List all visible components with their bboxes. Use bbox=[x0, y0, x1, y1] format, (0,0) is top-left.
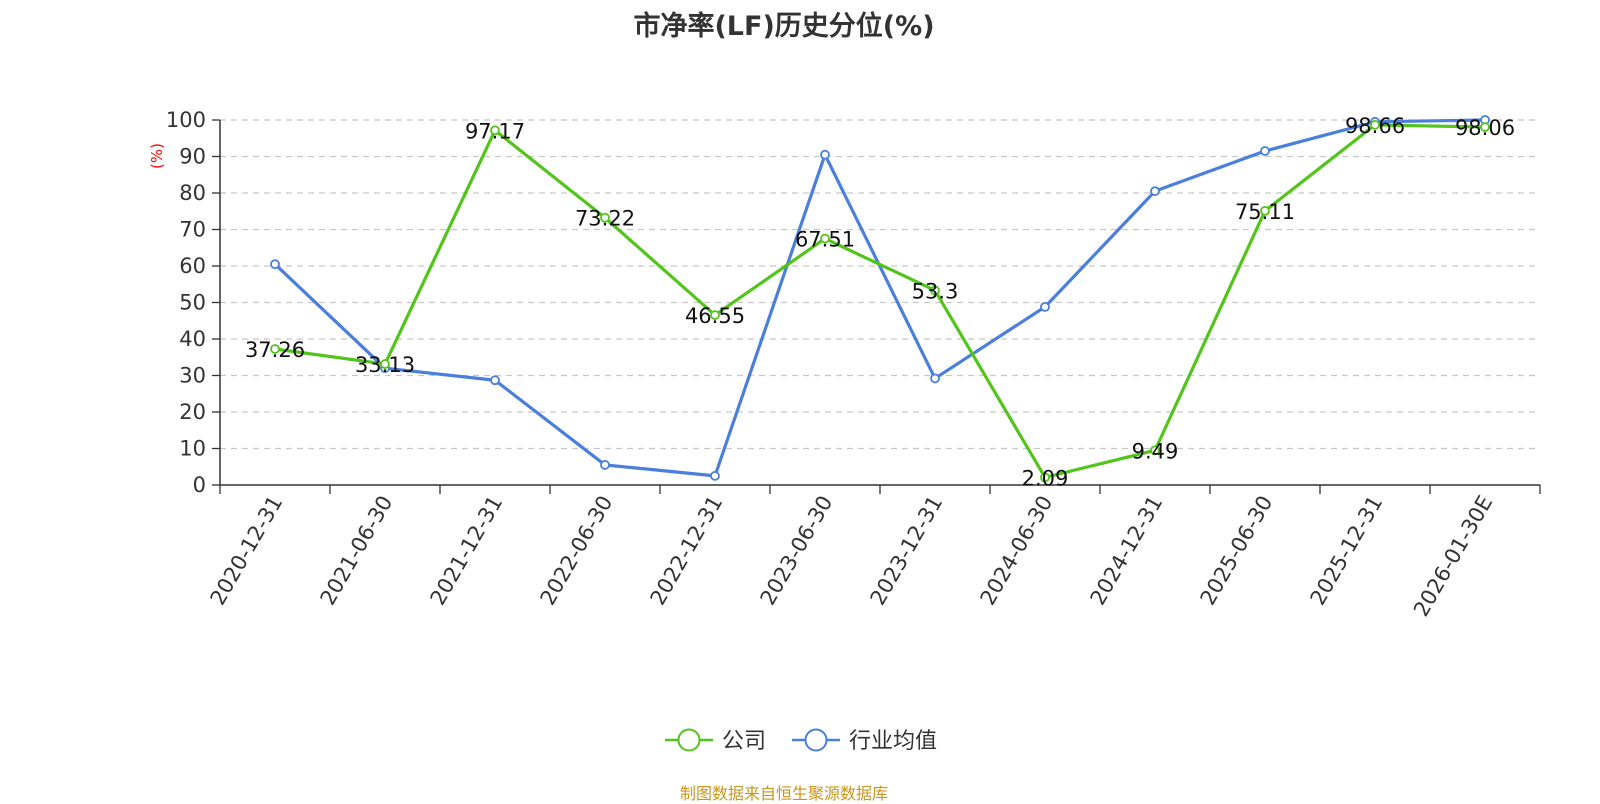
x-tick-label: 2024-12-31 bbox=[1086, 492, 1168, 610]
data-point bbox=[710, 310, 720, 320]
data-point bbox=[1260, 205, 1270, 216]
data-label: 73.22 bbox=[575, 207, 635, 231]
data-label: 46.55 bbox=[685, 304, 745, 328]
y-tick-label: 30 bbox=[179, 364, 206, 388]
data-labels: 37.26 33.13 97.17 73.22 46.55 67.51 53.3 2.09 9.… bbox=[245, 114, 1515, 490]
legend-label: 公司 bbox=[722, 729, 766, 754]
legend: 公司 行业均值 bbox=[665, 728, 937, 754]
x-tick-label: 2023-12-31 bbox=[866, 492, 948, 610]
data-point bbox=[930, 285, 940, 296]
data-point bbox=[600, 460, 610, 470]
data-point bbox=[1040, 472, 1050, 483]
data-label: 9.49 bbox=[1132, 439, 1179, 463]
x-tick-label: 2023-06-30 bbox=[756, 492, 838, 610]
y-axis-unit-label: (%) bbox=[148, 143, 166, 169]
x-tick-label: 2022-06-30 bbox=[536, 492, 618, 610]
series-line-company bbox=[274, 123, 1486, 479]
y-tick-label: 50 bbox=[179, 291, 206, 315]
data-point bbox=[600, 212, 610, 223]
series-lines bbox=[270, 115, 1490, 483]
y-tick-label: 60 bbox=[179, 254, 206, 278]
source-note: 制图数据来自恒生聚源数据库 bbox=[679, 784, 888, 803]
y-tick-label: 20 bbox=[179, 400, 206, 424]
data-point bbox=[490, 375, 500, 386]
y-tick-label: 70 bbox=[179, 218, 206, 242]
data-label: 33.13 bbox=[355, 353, 415, 377]
data-point bbox=[710, 470, 720, 481]
x-tick-label: 2026-01-30E bbox=[1409, 492, 1497, 621]
data-point bbox=[490, 125, 500, 136]
x-tick-label: 2021-06-30 bbox=[316, 492, 398, 610]
series-line-industry-average bbox=[273, 118, 1486, 478]
legend-swatch-marker bbox=[677, 728, 701, 752]
data-label: 67.51 bbox=[795, 228, 855, 252]
data-point bbox=[1040, 301, 1050, 312]
data-label: 98.06 bbox=[1455, 116, 1515, 140]
x-tick-label: 2025-06-30 bbox=[1196, 492, 1278, 610]
x-tick-label: 2022-12-31 bbox=[646, 492, 728, 610]
data-point bbox=[820, 149, 830, 160]
data-point bbox=[380, 359, 390, 369]
legend-label: 行业均值 bbox=[849, 729, 937, 754]
data-point bbox=[1480, 122, 1490, 132]
data-point bbox=[1370, 119, 1380, 130]
y-tick-label: 10 bbox=[179, 437, 206, 461]
data-point bbox=[1260, 146, 1270, 156]
y-tick-label: 40 bbox=[179, 327, 206, 351]
data-label: 37.26 bbox=[245, 338, 305, 362]
x-tick-label: 2020-12-31 bbox=[206, 492, 288, 610]
data-label: 97.17 bbox=[465, 119, 525, 143]
data-label: 2.09 bbox=[1022, 466, 1069, 490]
data-label: 53.3 bbox=[912, 279, 959, 303]
data-point bbox=[930, 373, 940, 384]
data-point bbox=[1150, 186, 1160, 197]
chart-title: 市净率(LF)历史分位(%) bbox=[633, 11, 935, 42]
grid-lines bbox=[220, 119, 1540, 450]
x-tick-label: 2021-12-31 bbox=[426, 492, 508, 610]
y-tick-label: 100 bbox=[166, 108, 206, 132]
data-label: 75.11 bbox=[1235, 200, 1295, 224]
data-point bbox=[270, 344, 280, 354]
x-tick-label: 2025-12-31 bbox=[1306, 492, 1388, 610]
data-label: 98.66 bbox=[1345, 114, 1405, 138]
y-tick-label: 90 bbox=[179, 145, 206, 169]
legend-swatch-marker bbox=[804, 728, 828, 752]
x-tick-label: 2024-06-30 bbox=[976, 492, 1058, 610]
data-point bbox=[820, 233, 830, 244]
y-tick-label: 0 bbox=[193, 473, 206, 497]
y-tick-label: 80 bbox=[179, 181, 206, 205]
data-point bbox=[270, 259, 280, 270]
data-point bbox=[1150, 445, 1160, 456]
